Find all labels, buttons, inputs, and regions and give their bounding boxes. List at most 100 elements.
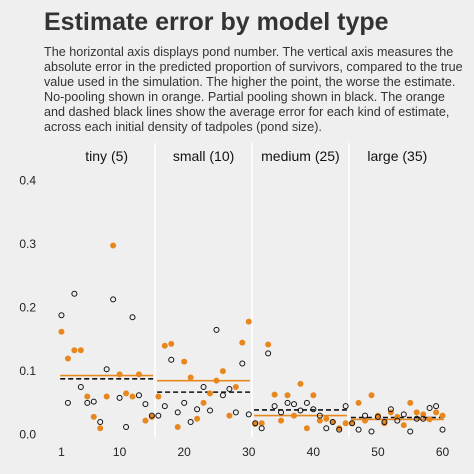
partial-pooling-point bbox=[336, 426, 343, 433]
y-tick-label: 0.2 bbox=[19, 301, 36, 315]
facet-label-1: tiny (5) bbox=[85, 148, 128, 164]
no-pooling-point bbox=[148, 413, 155, 420]
x-tick-label: 60 bbox=[436, 445, 450, 459]
no-pooling-point bbox=[271, 391, 278, 398]
partial-pooling-point bbox=[362, 412, 369, 419]
partial-pooling-point bbox=[239, 360, 246, 367]
partial-pooling-point bbox=[142, 401, 149, 408]
no-pooling-point bbox=[161, 342, 168, 349]
no-pooling-point bbox=[336, 425, 343, 432]
facet-label-2: small (10) bbox=[173, 148, 234, 164]
x-tick-label: 10 bbox=[113, 445, 127, 459]
partial-pooling-point bbox=[148, 412, 155, 419]
partial-pooling-point bbox=[226, 385, 233, 392]
no-pooling-point bbox=[413, 409, 420, 416]
no-pooling-point bbox=[207, 390, 214, 397]
partial-pooling-point bbox=[355, 426, 362, 433]
no-pooling-point bbox=[323, 415, 330, 422]
partial-pooling-point bbox=[194, 406, 201, 413]
no-pooling-point bbox=[355, 399, 362, 406]
no-pooling-point bbox=[245, 318, 252, 325]
partial-pooling-point bbox=[407, 428, 414, 435]
partial-pooling-point bbox=[400, 411, 407, 418]
no-pooling-point bbox=[155, 393, 162, 400]
no-pooling-point bbox=[433, 409, 440, 416]
partial-pooling-point bbox=[77, 384, 84, 391]
partial-pooling-point bbox=[439, 426, 446, 433]
partial-pooling-point bbox=[155, 412, 162, 419]
partial-pooling-point bbox=[84, 399, 91, 406]
facet-label-4: large (35) bbox=[367, 148, 427, 164]
no-pooling-point bbox=[77, 347, 84, 354]
no-pooling-point bbox=[278, 417, 285, 424]
partial-pooling-point bbox=[103, 366, 110, 373]
partial-pooling-point bbox=[64, 399, 71, 406]
no-pooling-point bbox=[381, 420, 388, 427]
no-pooling-point bbox=[135, 371, 142, 378]
no-pooling-point bbox=[265, 341, 272, 348]
partial-pooling-point bbox=[420, 415, 427, 422]
no-pooling-point bbox=[168, 340, 175, 347]
no-pooling-point bbox=[368, 392, 375, 399]
no-pooling-point bbox=[374, 412, 381, 419]
partial-pooling-point bbox=[135, 392, 142, 399]
no-pooling-point bbox=[284, 392, 291, 399]
y-tick-label: 0.4 bbox=[19, 174, 36, 188]
no-pooling-point bbox=[71, 347, 78, 354]
y-tick-label: 0.0 bbox=[19, 428, 36, 442]
no-pooling-point bbox=[239, 339, 246, 346]
no-pooling-point bbox=[290, 412, 297, 419]
partial-pooling-point bbox=[213, 326, 220, 333]
no-pooling-point bbox=[400, 422, 407, 429]
partial-pooling-point bbox=[123, 424, 130, 431]
no-pooling-point bbox=[174, 424, 181, 431]
partial-pooling-point bbox=[90, 398, 97, 405]
no-pooling-point bbox=[213, 377, 220, 384]
partial-pooling-point bbox=[387, 406, 394, 413]
no-pooling-point bbox=[129, 393, 136, 400]
partial-pooling-point bbox=[381, 418, 388, 425]
partial-pooling-point bbox=[161, 403, 168, 410]
partial-pooling-point bbox=[97, 418, 104, 425]
no-pooling-point bbox=[142, 417, 149, 424]
y-tick-label: 0.3 bbox=[19, 237, 36, 251]
partial-pooling-point bbox=[349, 420, 356, 427]
partial-pooling-point bbox=[207, 407, 214, 414]
no-pooling-point bbox=[116, 371, 123, 378]
partial-pooling-point bbox=[394, 417, 401, 424]
partial-pooling-point bbox=[71, 290, 78, 297]
x-tick-label: 30 bbox=[242, 445, 256, 459]
partial-pooling-point bbox=[413, 415, 420, 422]
x-tick-label: 50 bbox=[371, 445, 385, 459]
partial-pooling-point bbox=[174, 409, 181, 416]
partial-pooling-point bbox=[284, 399, 291, 406]
partial-pooling-point bbox=[245, 411, 252, 418]
no-pooling-point bbox=[64, 355, 71, 362]
partial-pooling-point bbox=[290, 401, 297, 408]
no-pooling-point bbox=[103, 393, 110, 400]
partial-pooling-point bbox=[219, 392, 226, 399]
no-pooling-point bbox=[342, 420, 349, 427]
no-pooling-point bbox=[58, 328, 65, 335]
y-tick-label: 0.1 bbox=[19, 364, 36, 378]
partial-pooling-point bbox=[252, 420, 259, 427]
no-pooling-point bbox=[316, 417, 323, 424]
partial-pooling-point bbox=[258, 425, 265, 432]
partial-pooling-point bbox=[265, 350, 272, 357]
no-pooling-point bbox=[310, 392, 317, 399]
partial-pooling-point bbox=[316, 412, 323, 419]
chart-subtitle: The horizontal axis displays pond number… bbox=[44, 45, 463, 134]
no-pooling-point bbox=[181, 358, 188, 365]
partial-pooling-point bbox=[232, 409, 239, 416]
no-pooling-point bbox=[297, 380, 304, 387]
no-pooling-point bbox=[426, 416, 433, 423]
partial-pooling-point bbox=[342, 403, 349, 410]
x-tick-label: 20 bbox=[178, 445, 192, 459]
partial-pooling-point bbox=[329, 418, 336, 425]
no-pooling-point bbox=[200, 399, 207, 406]
no-pooling-point bbox=[110, 242, 117, 249]
no-pooling-point bbox=[194, 415, 201, 422]
partial-pooling-point bbox=[187, 418, 194, 425]
